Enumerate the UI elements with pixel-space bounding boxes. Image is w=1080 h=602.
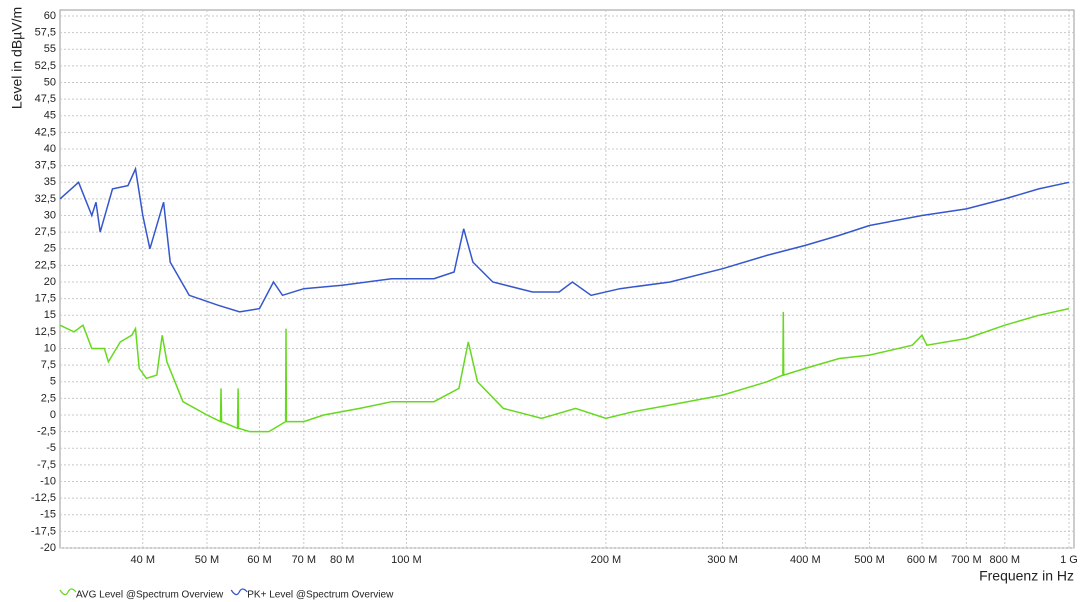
plot-frame bbox=[59, 9, 1075, 549]
series-line bbox=[59, 307, 1070, 433]
y-tick-label: 42,5 bbox=[35, 126, 56, 138]
x-tick-label: 50 M bbox=[195, 554, 219, 566]
y-tick-label: -7,5 bbox=[37, 459, 56, 471]
y-tick-label: 7,5 bbox=[41, 359, 56, 371]
x-tick-label: 80 M bbox=[330, 554, 354, 566]
y-tick-label: 50 bbox=[44, 76, 56, 88]
y-tick-label: -10 bbox=[40, 475, 56, 487]
y-tick-label: 15 bbox=[44, 309, 56, 321]
x-tick-label: 1 G bbox=[1060, 554, 1078, 566]
y-tick-label: 12,5 bbox=[35, 326, 56, 338]
legend-label: AVG Level @Spectrum Overview bbox=[76, 590, 224, 601]
y-tick-label: 0 bbox=[50, 409, 56, 421]
x-tick-label: 600 M bbox=[907, 554, 938, 566]
x-tick-label: 70 M bbox=[292, 554, 316, 566]
x-axis-label: Frequenz in Hz bbox=[979, 568, 1074, 584]
y-tick-label: -17,5 bbox=[31, 525, 56, 537]
legend-swatch bbox=[59, 588, 77, 596]
y-tick-label: -2,5 bbox=[37, 426, 56, 438]
x-tick-label: 800 M bbox=[990, 554, 1021, 566]
y-tick-label: 60 bbox=[44, 10, 56, 22]
x-tick-label: 40 M bbox=[131, 554, 155, 566]
y-tick-label: 35 bbox=[44, 176, 56, 188]
x-tick-label: 500 M bbox=[854, 554, 885, 566]
y-tick-label: 47,5 bbox=[35, 93, 56, 105]
x-tick-label: 300 M bbox=[707, 554, 738, 566]
y-tick-label: 30 bbox=[44, 209, 56, 221]
y-tick-label: 55 bbox=[44, 43, 56, 55]
series-line bbox=[59, 166, 1070, 313]
y-tick-label: 57,5 bbox=[35, 27, 56, 39]
x-tick-label: 200 M bbox=[591, 554, 622, 566]
y-tick-label: 5 bbox=[50, 376, 56, 388]
y-tick-label: -15 bbox=[40, 509, 56, 521]
y-tick-label: 10 bbox=[44, 342, 56, 354]
legend-swatch bbox=[230, 588, 248, 596]
y-tick-label: -12,5 bbox=[31, 492, 56, 504]
y-tick-label: 25 bbox=[44, 243, 56, 255]
y-tick-label: 52,5 bbox=[35, 60, 56, 72]
y-tick-label: 37,5 bbox=[35, 160, 56, 172]
legend-label: PK+ Level @Spectrum Overview bbox=[247, 590, 394, 601]
y-tick-label: -20 bbox=[40, 542, 56, 554]
x-tick-label: 700 M bbox=[951, 554, 982, 566]
y-tick-label: 2,5 bbox=[41, 392, 56, 404]
y-tick-label: 27,5 bbox=[35, 226, 56, 238]
y-tick-label: 40 bbox=[44, 143, 56, 155]
y-tick-label: 17,5 bbox=[35, 293, 56, 305]
y-tick-label: 45 bbox=[44, 110, 56, 122]
x-tick-label: 400 M bbox=[790, 554, 821, 566]
y-tick-label: 22,5 bbox=[35, 259, 56, 271]
y-tick-label: 32,5 bbox=[35, 193, 56, 205]
y-tick-label: 20 bbox=[44, 276, 56, 288]
y-axis-label: Level in dBµV/m bbox=[9, 7, 25, 109]
y-tick-label: -5 bbox=[46, 442, 56, 454]
x-tick-label: 100 M bbox=[391, 554, 422, 566]
x-tick-label: 60 M bbox=[247, 554, 271, 566]
